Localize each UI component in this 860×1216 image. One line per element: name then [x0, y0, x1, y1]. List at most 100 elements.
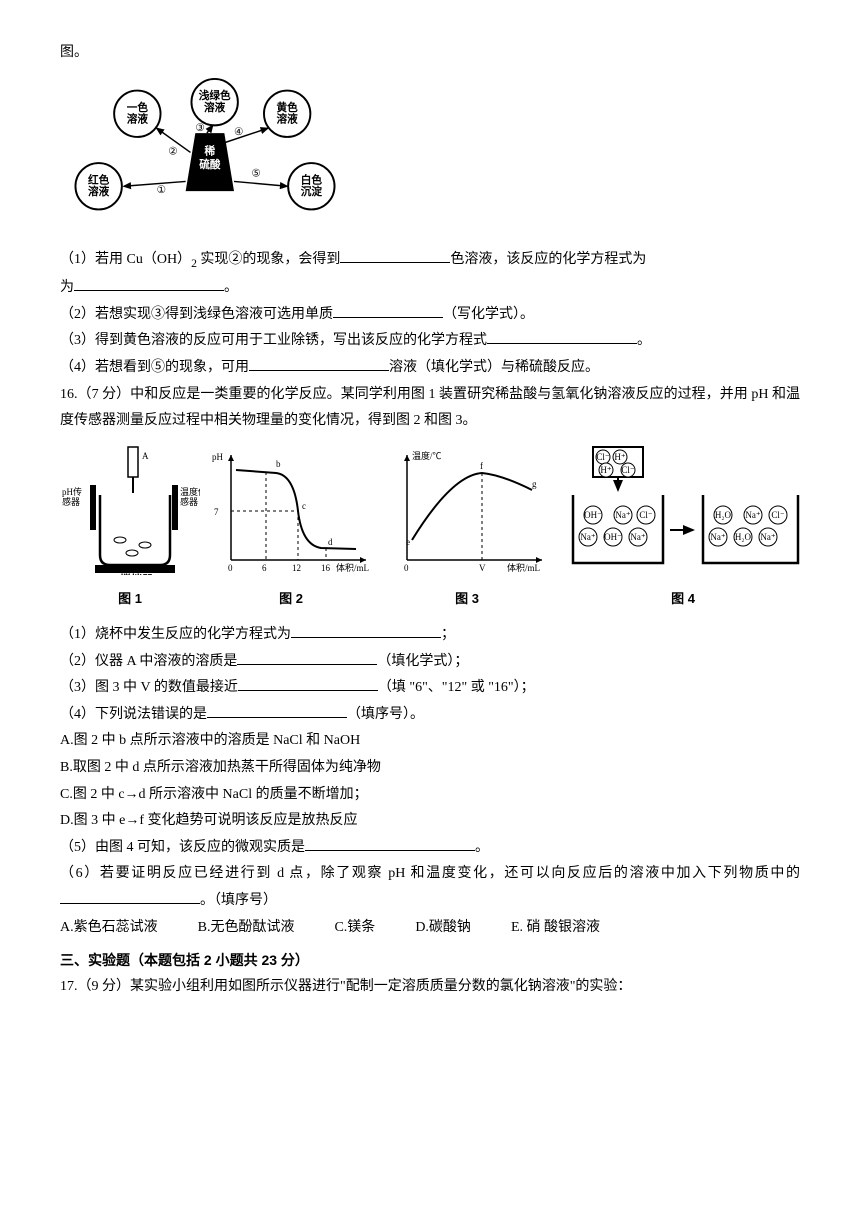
svg-text:H⁺: H⁺: [600, 465, 611, 475]
fig4-wrap: Cl⁻ H⁺ H⁺ Cl⁻ OH⁻ Na⁺ Na⁺ OH⁻ Na⁺ Cl⁻ H₂…: [558, 445, 808, 612]
q15-1-text-c: 色溶液，该反应的化学方程式为: [450, 252, 646, 267]
svg-text:温度/℃: 温度/℃: [412, 450, 442, 461]
blank: [487, 330, 637, 344]
svg-text:pH传: pH传: [62, 486, 82, 497]
svg-text:f: f: [480, 461, 483, 471]
svg-text:g: g: [532, 479, 537, 489]
svg-text:白色: 白色: [301, 173, 323, 186]
choice-A: A.紫色石蕊试液: [60, 915, 158, 942]
q15-1: （1）若用 Cu（OH）2 实现②的现象，会得到色溶液，该反应的化学方程式为 为…: [60, 247, 800, 302]
svg-text:溶液: 溶液: [277, 112, 299, 125]
q16-4: （4）下列说法错误的是（填序号）。: [60, 702, 800, 729]
q16-1: （1）烧杯中发生反应的化学方程式为；: [60, 622, 800, 649]
svg-text:溶液: 溶液: [204, 100, 226, 113]
svg-text:②: ②: [168, 145, 178, 157]
fig3-caption: 图 3: [382, 587, 552, 612]
blank: [238, 677, 378, 691]
svg-text:③: ③: [195, 122, 205, 134]
q15-1-text-b: 实现②的现象，会得到: [197, 252, 341, 267]
q16-6-choices: A.紫色石蕊试液 B.无色酚酞试液 C.镁条 D.碳酸钠 E. 硝 酸银溶液: [60, 915, 800, 942]
blank: [249, 357, 389, 371]
svg-text:Cl⁻: Cl⁻: [621, 465, 635, 475]
fig3-svg: 温度/℃ e f g V 0 体积/mL: [382, 445, 552, 575]
svg-text:稀: 稀: [205, 144, 216, 157]
svg-text:c: c: [302, 501, 306, 511]
svg-text:感器: 感器: [180, 496, 198, 507]
fig2-wrap: pH 7 b c d 0 6 12 16 体积/mL 图 2: [206, 445, 376, 612]
svg-text:16: 16: [321, 563, 331, 573]
svg-text:0: 0: [228, 563, 233, 573]
svg-text:A: A: [142, 451, 149, 461]
section3-head: 三、实验题（本题包括 2 小题共 23 分）: [60, 947, 800, 974]
q16-optB: B.取图 2 中 d 点所示溶液加热蒸干所得固体为纯净物: [60, 755, 800, 782]
fig1-svg: A pH传 感器 温度传 感器 搅拌器: [60, 445, 200, 575]
blank: [333, 304, 443, 318]
svg-text:Cl⁻: Cl⁻: [596, 452, 610, 462]
fig3-wrap: 温度/℃ e f g V 0 体积/mL 图 3: [382, 445, 552, 612]
choice-B: B.无色酚酞试液: [198, 915, 295, 942]
svg-text:沉淀: 沉淀: [301, 185, 323, 198]
svg-text:OH⁻: OH⁻: [604, 532, 622, 542]
svg-text:①: ①: [157, 184, 167, 196]
q16-optC: C.图 2 中 c→d 所示溶液中 NaCl 的质量不断增加；: [60, 782, 800, 809]
q16-optD: D.图 3 中 e→f 变化趋势可说明该反应是放热反应: [60, 808, 800, 835]
svg-text:④: ④: [234, 126, 244, 138]
blank: [340, 249, 450, 263]
concept-map-svg: 稀 硫酸 红色 溶液 一色 溶液 浅绿色 溶液 黄色 溶液 白色 沉淀 ① ② …: [60, 75, 350, 225]
blank: [207, 704, 347, 718]
svg-text:黄色: 黄色: [277, 100, 299, 113]
svg-text:Na⁺: Na⁺: [630, 532, 645, 542]
blank: [74, 277, 224, 291]
fig2-caption: 图 2: [206, 587, 376, 612]
blank: [60, 890, 200, 904]
fig1-wrap: A pH传 感器 温度传 感器 搅拌器 图 1: [60, 445, 200, 612]
svg-text:Cl⁻: Cl⁻: [771, 510, 785, 520]
svg-text:d: d: [328, 537, 333, 547]
svg-text:Cl⁻: Cl⁻: [639, 510, 653, 520]
fig4-caption: 图 4: [558, 587, 808, 612]
q16-intro: 16.（7 分）中和反应是一类重要的化学反应。某同学利用图 1 装置研究稀盐酸与…: [60, 382, 800, 435]
page-top-fragment: 图。: [60, 40, 800, 67]
svg-text:温度传: 温度传: [180, 486, 200, 497]
svg-text:7: 7: [214, 507, 219, 517]
svg-text:H₂O: H₂O: [735, 532, 752, 542]
svg-text:H₂O: H₂O: [715, 510, 732, 520]
q16-optA: A.图 2 中 b 点所示溶液中的溶质是 NaCl 和 NaOH: [60, 728, 800, 755]
svg-text:感器: 感器: [62, 496, 80, 507]
q16-2: （2）仪器 A 中溶液的溶质是（填化学式）；: [60, 649, 800, 676]
svg-text:红色: 红色: [88, 173, 110, 186]
svg-text:OH⁻: OH⁻: [584, 510, 602, 520]
svg-text:H⁺: H⁺: [614, 452, 625, 462]
choice-C: C.镁条: [334, 915, 375, 942]
svg-text:12: 12: [292, 563, 301, 573]
fig1-caption: 图 1: [60, 587, 200, 612]
q16-3: （3）图 3 中 V 的数值最接近（填 "6"、"12" 或 "16"）；: [60, 675, 800, 702]
q15-3: （3）得到黄色溶液的反应可用于工业除锈，写出该反应的化学方程式。: [60, 328, 800, 355]
concept-map-figure: 稀 硫酸 红色 溶液 一色 溶液 浅绿色 溶液 黄色 溶液 白色 沉淀 ① ② …: [60, 75, 800, 236]
svg-text:Na⁺: Na⁺: [580, 532, 595, 542]
blank: [305, 837, 475, 851]
svg-text:Na⁺: Na⁺: [710, 532, 725, 542]
svg-text:溶液: 溶液: [127, 112, 149, 125]
fig2-svg: pH 7 b c d 0 6 12 16 体积/mL: [206, 445, 376, 575]
svg-text:体积/mL: 体积/mL: [336, 562, 369, 573]
svg-text:体积/mL: 体积/mL: [507, 562, 540, 573]
choice-D: D.碳酸钠: [415, 915, 471, 942]
svg-text:V: V: [479, 563, 486, 573]
q15-1-text-a: （1）若用 Cu（OH）: [60, 252, 191, 267]
svg-text:Na⁺: Na⁺: [760, 532, 775, 542]
svg-text:⑤: ⑤: [251, 167, 261, 179]
svg-text:浅绿色: 浅绿色: [199, 89, 231, 102]
svg-text:e: e: [406, 537, 410, 547]
q16-5: （5）由图 4 可知，该反应的微观实质是。: [60, 835, 800, 862]
svg-text:6: 6: [262, 563, 267, 573]
svg-text:Na⁺: Na⁺: [745, 510, 760, 520]
svg-text:溶液: 溶液: [88, 185, 110, 198]
q15-2: （2）若想实现③得到浅绿色溶液可选用单质（写化学式）。: [60, 302, 800, 329]
svg-text:Na⁺: Na⁺: [615, 510, 630, 520]
svg-text:0: 0: [404, 563, 409, 573]
fig4-svg: Cl⁻ H⁺ H⁺ Cl⁻ OH⁻ Na⁺ Na⁺ OH⁻ Na⁺ Cl⁻ H₂…: [558, 445, 808, 575]
blank: [291, 624, 441, 638]
svg-text:一色: 一色: [127, 100, 149, 113]
q15-4: （4）若想看到⑤的现象，可用溶液（填化学式）与稀硫酸反应。: [60, 355, 800, 382]
